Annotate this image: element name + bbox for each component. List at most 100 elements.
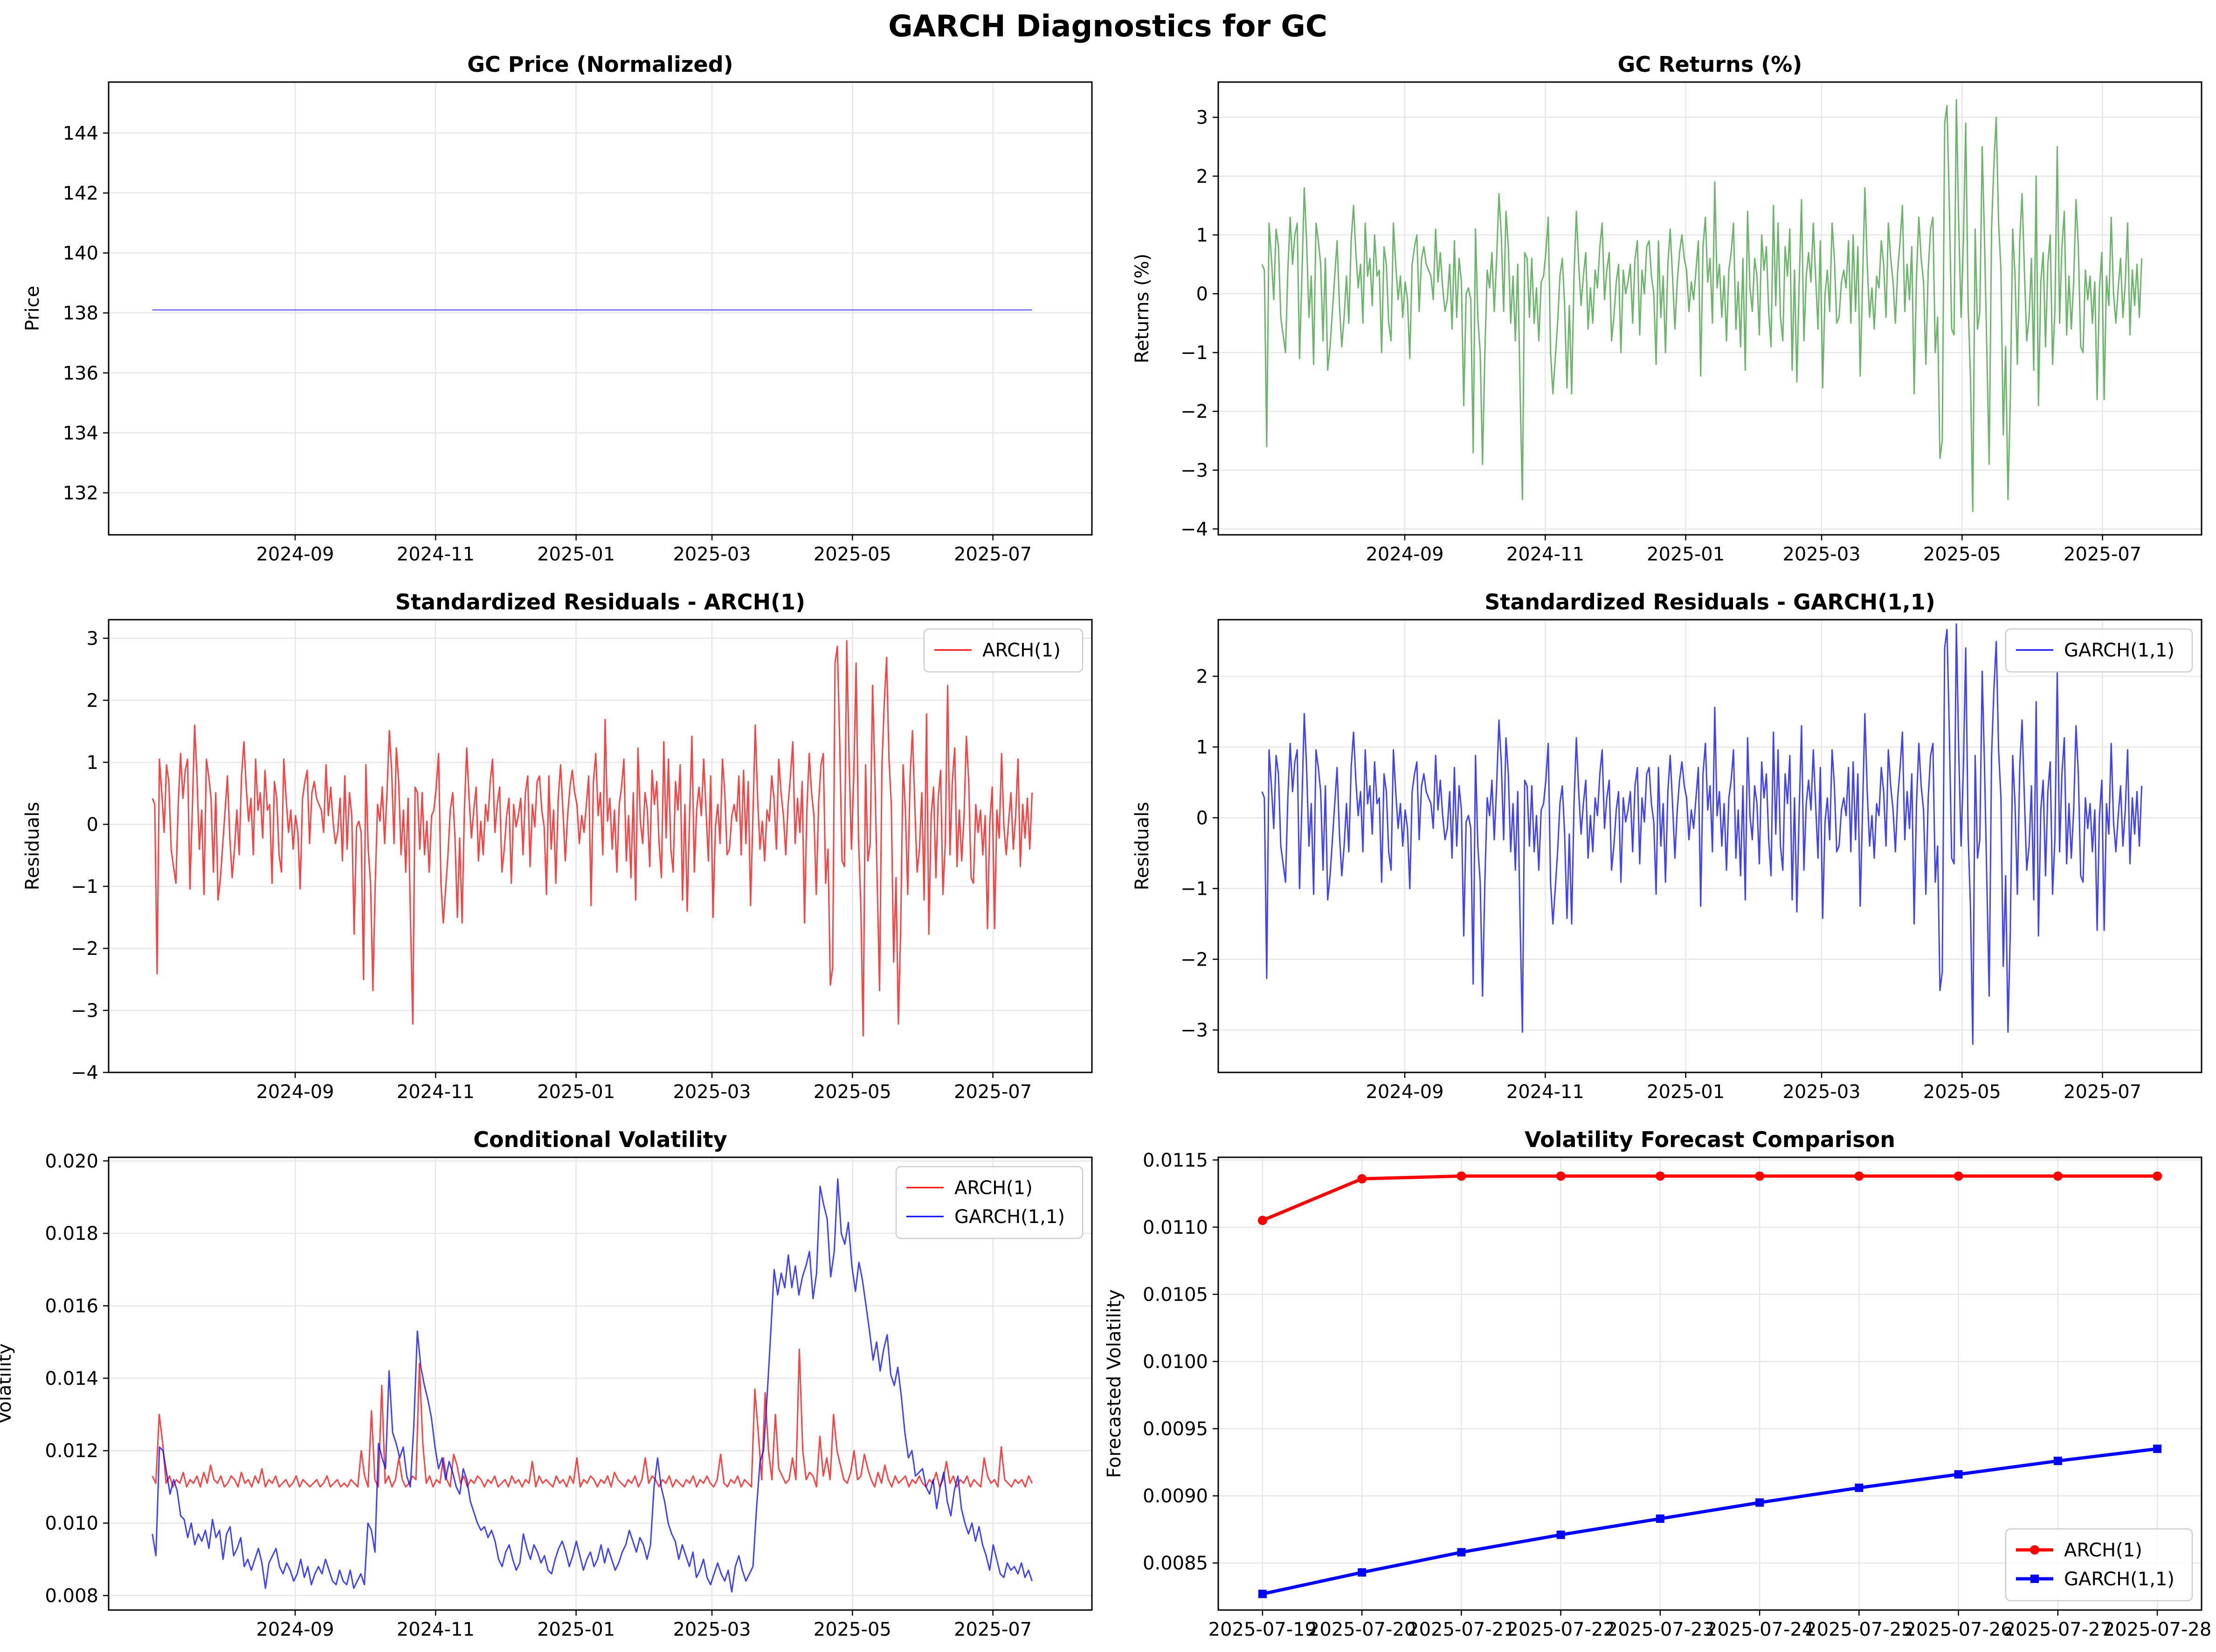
axes-frame — [108, 1156, 1093, 1611]
x-tick-label: 2025-07-21 — [1407, 1619, 1515, 1640]
x-tick-label: 2025-07 — [2064, 1081, 2141, 1103]
y-axis-label: Residuals — [1132, 802, 1153, 891]
y-tick-label: 2 — [1196, 666, 1208, 687]
y-tick-label: 0.016 — [45, 1295, 98, 1317]
x-tick-label: 2025-05 — [814, 1619, 891, 1640]
y-tick-label: 0.0085 — [1143, 1553, 1208, 1574]
y-tick-label: 0 — [1196, 283, 1208, 305]
data-point-marker — [1656, 1514, 1664, 1523]
legend-label: GARCH(1,1) — [2064, 1569, 2175, 1590]
y-tick-label: 0.0105 — [1143, 1284, 1208, 1306]
y-tick-label: 1 — [1196, 225, 1208, 246]
gridlines — [109, 82, 1092, 535]
y-tick-label: 2 — [1196, 166, 1208, 187]
series-line-garch-1-1- — [1261, 623, 2143, 1045]
legend-box — [2005, 1528, 2193, 1602]
legend-box — [2005, 628, 2193, 673]
chart-title: Standardized Residuals - GARCH(1,1) — [1484, 589, 1935, 615]
y-tick-label: 0 — [1196, 808, 1208, 829]
x-tick-label: 2025-05 — [1923, 544, 2001, 565]
x-tick-label: 2025-07-23 — [1606, 1619, 1714, 1640]
x-tick-label: 2024-09 — [256, 544, 334, 565]
x-tick-label: 2025-07 — [954, 1081, 1032, 1103]
y-tick-label: 0.020 — [45, 1151, 98, 1172]
y-axis-label: Forecasted Volatility — [1104, 1289, 1125, 1478]
data-point-marker — [1457, 1548, 1466, 1557]
chart-forecast: 2025-07-192025-07-202025-07-212025-07-22… — [1104, 1127, 2211, 1640]
chart-title: Standardized Residuals - ARCH(1) — [395, 589, 805, 615]
data-point-marker — [2153, 1445, 2162, 1453]
x-tick-label: 2025-07 — [954, 544, 1032, 565]
series-line-returns — [1261, 99, 2143, 512]
series-line-arch-1- — [152, 1348, 1033, 1488]
data-point-marker — [1755, 1498, 1764, 1507]
x-tick-label: 2025-03 — [673, 1619, 751, 1640]
x-tick-label: 2025-01 — [1647, 544, 1725, 565]
x-tick-label: 2025-01 — [537, 1619, 615, 1640]
x-tick-label: 2025-07 — [2064, 544, 2141, 565]
x-tick-label: 2024-11 — [397, 1081, 475, 1103]
legend-marker — [2030, 1545, 2039, 1555]
data-point-marker — [1755, 1171, 1765, 1181]
y-tick-label: −3 — [1180, 1020, 1208, 1041]
x-tick-label: 2025-03 — [1782, 544, 1860, 565]
x-tick-label: 2025-05 — [1923, 1081, 2001, 1103]
y-tick-label: −2 — [71, 938, 98, 960]
series-group — [1261, 99, 2143, 512]
y-tick-label: −1 — [1180, 342, 1208, 364]
data-point-marker — [1357, 1174, 1367, 1184]
x-tick-label: 2025-01 — [1647, 1081, 1725, 1103]
y-tick-label: 0.0110 — [1143, 1217, 1208, 1238]
y-tick-label: 142 — [63, 183, 98, 204]
data-point-marker — [1258, 1590, 1267, 1598]
x-tick-label: 2025-07-22 — [1506, 1619, 1615, 1640]
series-line-arch-1- — [1262, 1174, 2158, 1222]
data-point-marker — [1854, 1171, 1864, 1181]
y-tick-label: 2 — [87, 690, 98, 712]
y-tick-label: −2 — [1180, 949, 1208, 970]
data-point-marker — [1954, 1470, 1963, 1479]
data-point-marker — [1358, 1568, 1367, 1577]
x-tick-label: 2025-07-20 — [1308, 1619, 1416, 1640]
y-tick-label: 0.014 — [45, 1368, 98, 1389]
y-tick-label: 3 — [1196, 107, 1208, 129]
chart-title: Volatility Forecast Comparison — [1525, 1127, 1895, 1152]
axis-ticks: 2024-09 2024-11 2025-01 2025-03 2025-05 2025-… — [1180, 107, 2141, 565]
x-tick-label: 2024-11 — [1506, 544, 1584, 565]
y-tick-label: 0.010 — [45, 1513, 98, 1534]
legend: ARCH(1) — [923, 628, 1084, 673]
chart-title: Conditional Volatility — [473, 1127, 727, 1152]
y-tick-label: 1 — [87, 752, 98, 774]
x-tick-label: 2024-09 — [256, 1081, 334, 1103]
y-tick-label: 140 — [63, 243, 98, 264]
x-tick-label: 2024-09 — [1366, 1081, 1443, 1103]
x-tick-label: 2025-07-25 — [1805, 1619, 1913, 1640]
data-point-marker — [2053, 1171, 2063, 1181]
x-tick-label: 2025-07-24 — [1705, 1619, 1814, 1640]
series-line-arch-1- — [152, 640, 1033, 1037]
y-tick-label: 134 — [63, 422, 98, 444]
chart-cond_vol: 2024-09 2024-11 2025-01 2025-03 2025-05 2025-… — [0, 1127, 1093, 1640]
legend-label: ARCH(1) — [954, 1177, 1033, 1199]
y-tick-label: 3 — [87, 628, 98, 650]
x-tick-label: 2025-07-19 — [1208, 1619, 1317, 1640]
legend-box — [895, 1166, 1084, 1239]
x-tick-label: 2025-01 — [537, 1081, 615, 1103]
y-tick-label: 138 — [63, 303, 98, 324]
y-tick-label: 132 — [63, 483, 98, 504]
y-tick-label: −1 — [71, 876, 98, 898]
y-tick-label: 0.0115 — [1143, 1150, 1208, 1171]
data-point-marker — [1457, 1171, 1466, 1181]
series-line-garch-1-1- — [152, 1178, 1033, 1593]
y-axis-label: Returns (%) — [1132, 254, 1153, 364]
chart-title: GC Price (Normalized) — [467, 52, 733, 77]
axes-frame — [1217, 81, 2202, 536]
chart-returns: 2024-09 2024-11 2025-01 2025-03 2025-05 2025-… — [1132, 52, 2202, 565]
data-point-marker — [1954, 1171, 1963, 1181]
x-tick-label: 2025-05 — [814, 544, 891, 565]
y-tick-label: 1 — [1196, 737, 1208, 758]
y-tick-label: 0 — [87, 814, 98, 836]
chart-price: 2024-09 2024-11 2025-01 2025-03 2025-05 2025-… — [22, 52, 1093, 565]
x-tick-label: 2025-01 — [537, 544, 615, 565]
